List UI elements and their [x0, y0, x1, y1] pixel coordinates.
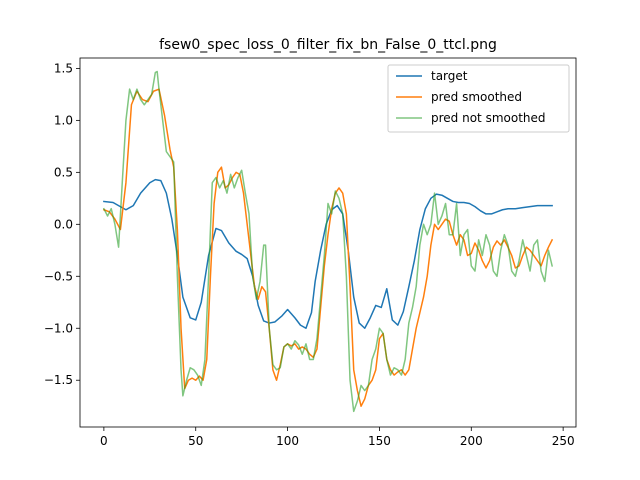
x-tick-label: 200 [460, 434, 483, 448]
y-tick-label: 0.5 [54, 165, 73, 179]
x-tick-label: 50 [188, 434, 203, 448]
series-line-pred-not-smoothed [102, 70, 554, 413]
series-layer [102, 70, 554, 413]
y-tick-label: −0.5 [44, 269, 73, 283]
legend-label: pred smoothed [431, 90, 522, 104]
legend-label: target [431, 69, 468, 83]
axes-layer: 0 50 100 150 200 250 −1.5 −1.0 −0.5 0.0 0.5 1.0 1.5 [44, 57, 577, 448]
legend-label: pred not smoothed [431, 111, 546, 125]
legend-box [387, 64, 570, 133]
x-tick-label: 150 [368, 434, 391, 448]
x-tick-label: 100 [276, 434, 299, 448]
legend: target pred smoothed pred not smoothed [387, 64, 570, 133]
chart-title: fsew0_spec_loss_0_filter_fix_bn_False_0_… [159, 37, 497, 53]
y-tick-label: −1.0 [44, 321, 73, 335]
x-tick-label: 250 [552, 434, 575, 448]
y-tick-label: 0.0 [54, 217, 73, 231]
y-tick-label: 1.0 [54, 113, 73, 127]
y-tick-label: 1.5 [54, 61, 73, 75]
series-line-pred-smoothed [102, 88, 554, 407]
x-tick-label: 0 [100, 434, 108, 448]
series-line-target [103, 178, 553, 329]
y-tick-label: −1.5 [44, 373, 73, 387]
plot-area: 0 50 100 150 200 250−1.5−1.0−0.50.00.51.01.5 … [44, 57, 577, 448]
axes-frame [79, 57, 577, 428]
